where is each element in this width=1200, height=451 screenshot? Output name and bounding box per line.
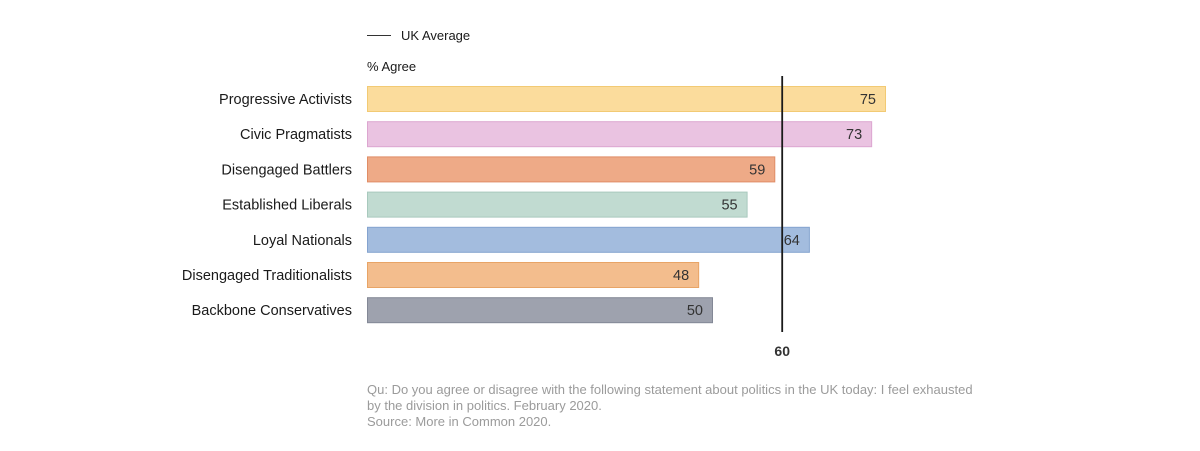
uk-average-tick-label: 60	[774, 343, 790, 359]
category-label-backbone-conservatives: Backbone Conservatives	[192, 303, 352, 319]
legend: UK Average	[367, 27, 470, 43]
value-label-loyal-nationals: 64	[784, 233, 800, 249]
value-label-progressive-activists: 75	[860, 92, 876, 108]
unit-label: % Agree	[367, 59, 417, 74]
category-label-disengaged-battlers: Disengaged Battlers	[221, 162, 352, 178]
bar-civic-pragmatists	[367, 121, 873, 148]
value-label-disengaged-traditionalists: 48	[673, 268, 689, 284]
source-text: Source: More in Common 2020.	[367, 414, 552, 429]
value-label-backbone-conservatives: 50	[687, 303, 703, 319]
question-text: Qu: Do you agree or disagree with the fo…	[367, 382, 973, 397]
legend-uk-average-line	[367, 34, 391, 36]
category-label-disengaged-traditionalists: Disengaged Traditionalists	[182, 268, 352, 284]
bar-disengaged-traditionalists	[367, 262, 700, 288]
bar-backbone-conservatives	[367, 297, 713, 324]
question-text-continued: by the division in politics. February 20…	[367, 398, 602, 413]
value-label-civic-pragmatists: 73	[846, 127, 862, 143]
legend-uk-average-label: UK Average	[401, 27, 471, 43]
bar-progressive-activists	[367, 86, 886, 112]
bar-disengaged-battlers	[367, 156, 776, 183]
bar-loyal-nationals	[367, 226, 810, 253]
category-label-civic-pragmatists: Civic Pragmatists	[240, 127, 352, 143]
category-label-progressive-activists: Progressive Activists	[219, 92, 352, 108]
chart-notes: Qu: Do you agree or disagree with the fo…	[367, 382, 1007, 430]
value-label-disengaged-battlers: 59	[749, 162, 765, 178]
value-label-established-liberals: 55	[721, 198, 737, 214]
category-label-established-liberals: Established Liberals	[222, 198, 352, 214]
bar-established-liberals	[367, 191, 748, 218]
category-label-loyal-nationals: Loyal Nationals	[253, 233, 352, 249]
